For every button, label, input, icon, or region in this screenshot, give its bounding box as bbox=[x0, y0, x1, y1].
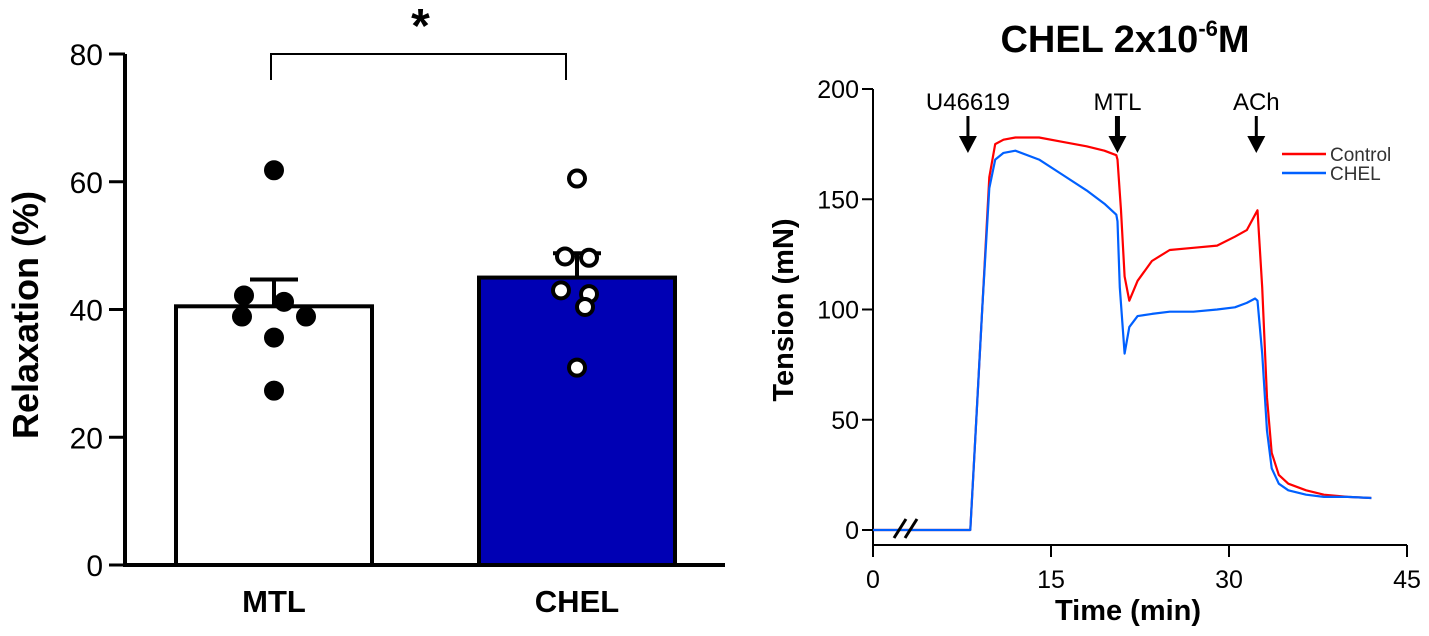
annotation-label: ACh bbox=[1233, 89, 1280, 116]
y-tick-label: 100 bbox=[817, 297, 859, 325]
data-point bbox=[579, 247, 599, 268]
data-point bbox=[296, 306, 316, 327]
legend-label: Control bbox=[1330, 145, 1391, 166]
y-tick-label: 80 bbox=[70, 39, 103, 72]
x-tick-labels: MTL CHEL bbox=[242, 584, 619, 619]
data-points bbox=[232, 160, 599, 401]
y-tick-label: 50 bbox=[831, 407, 859, 435]
data-point bbox=[274, 291, 294, 312]
axis-break-stroke bbox=[892, 518, 908, 539]
data-point bbox=[264, 160, 284, 181]
title-superscript: -6 bbox=[1198, 16, 1218, 41]
y-ticks: 0 20 40 60 80 bbox=[70, 39, 125, 583]
data-point bbox=[264, 380, 284, 401]
chart-title: CHEL 2x10-6M bbox=[1000, 16, 1249, 61]
series-line-control bbox=[873, 136, 1372, 532]
data-point bbox=[567, 357, 587, 378]
y-tick-label: 0 bbox=[845, 517, 859, 545]
significance-star: * bbox=[411, 0, 430, 53]
bar-mtl bbox=[174, 304, 374, 567]
y-tick-label: 150 bbox=[817, 186, 859, 214]
bar-chart: 0 20 40 60 80 Relaxation (%) MTL CHEL * bbox=[5, 0, 725, 619]
annotation-label: MTL bbox=[1093, 89, 1141, 116]
y-tick-label: 0 bbox=[86, 550, 103, 583]
y-tick-label: 60 bbox=[70, 167, 103, 200]
annotation-label: U46619 bbox=[926, 89, 1010, 116]
annotation-arrow-head bbox=[1247, 136, 1266, 153]
axis-break-stroke bbox=[903, 518, 919, 539]
y-tick-label: 20 bbox=[70, 422, 103, 455]
data-point bbox=[567, 168, 587, 189]
y-tick-label: 40 bbox=[70, 295, 103, 328]
x-tick-label: 45 bbox=[1393, 566, 1421, 594]
x-ticks: 0 15 30 45 bbox=[866, 545, 1421, 594]
bar-chel bbox=[477, 275, 677, 567]
series-line-chel bbox=[873, 149, 1372, 532]
drug-annotations: U46619 MTL ACh bbox=[926, 89, 1280, 153]
x-tick-label: 30 bbox=[1215, 566, 1243, 594]
title-suffix: M bbox=[1218, 19, 1250, 61]
data-point bbox=[551, 280, 571, 301]
x-axis-label: Time (min) bbox=[1055, 595, 1201, 627]
x-tick-label: MTL bbox=[242, 584, 306, 619]
y-axis-label: Relaxation (%) bbox=[5, 191, 46, 439]
line-chart: CHEL 2x10-6M 0 50 100 150 200 0 15 30 45 Tensio… bbox=[768, 16, 1421, 627]
annotation-arrow-head bbox=[958, 136, 977, 153]
data-point bbox=[575, 296, 595, 317]
x-tick-label: 15 bbox=[1037, 566, 1065, 594]
axis-break-mark bbox=[892, 518, 919, 539]
bracket-line bbox=[270, 53, 567, 80]
data-point bbox=[264, 327, 284, 348]
series-lines bbox=[873, 136, 1372, 532]
y-tick-label: 200 bbox=[817, 76, 859, 104]
data-point bbox=[234, 285, 254, 306]
significance-bracket: * bbox=[270, 0, 567, 80]
y-axis-label: Tension (mN) bbox=[768, 218, 800, 401]
annotation-arrow-head bbox=[1108, 136, 1127, 153]
line-chart-axes bbox=[872, 89, 1407, 546]
title-prefix: CHEL 2x10 bbox=[1000, 19, 1198, 61]
x-tick-label: CHEL bbox=[535, 584, 619, 619]
legend-label: CHEL bbox=[1330, 164, 1381, 185]
data-point bbox=[555, 246, 575, 267]
x-tick-label: 0 bbox=[866, 566, 880, 594]
y-ticks: 0 50 100 150 200 bbox=[817, 76, 873, 545]
data-point bbox=[232, 306, 252, 327]
